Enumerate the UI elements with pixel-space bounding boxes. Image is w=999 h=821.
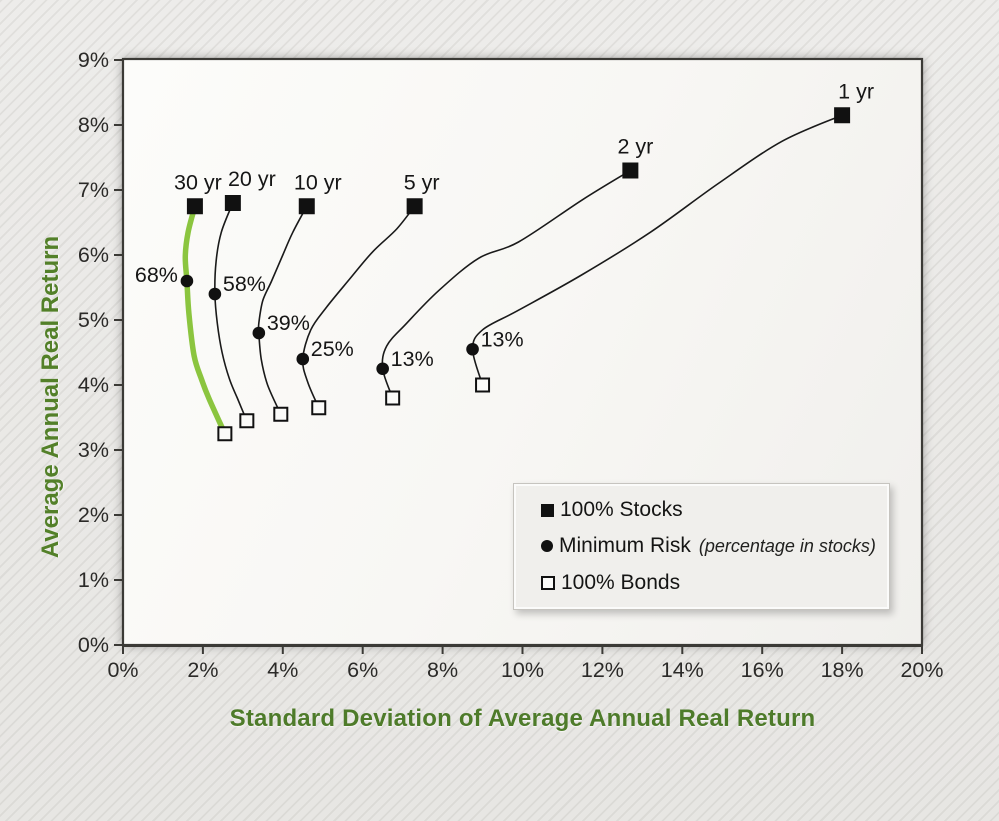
x-tick-label: 6% [347, 658, 378, 682]
min-risk-marker-30yr [180, 274, 194, 288]
min-risk-label-20yr: 58% [223, 272, 266, 296]
bonds-marker-5yr [311, 400, 327, 416]
y-tick-label: 8% [78, 113, 109, 137]
min-risk-marker-2yr [376, 362, 389, 376]
legend-item-minimum-risk: Minimum Risk (percentage in stocks) [541, 534, 889, 558]
y-tick-label: 9% [78, 48, 109, 72]
frontier-curve-30yr [182, 203, 228, 437]
bonds-marker-10yr [273, 406, 289, 422]
x-tick-label: 10% [501, 658, 544, 682]
stocks-marker-1yr [834, 107, 851, 124]
x-tick-label: 18% [821, 658, 864, 682]
y-tick-label: 4% [78, 373, 109, 397]
min-risk-label-5yr: 25% [311, 337, 354, 361]
frontier-curve-20yr [214, 202, 248, 422]
frontier-curve-1yr [471, 114, 843, 386]
legend-item-bonds: 100% Bonds [541, 571, 889, 595]
frontier-curve-2yr [381, 169, 632, 399]
stocks-marker-10yr [298, 198, 315, 215]
legend-label-bonds: 100% Bonds [561, 570, 681, 594]
x-tick-label: 0% [107, 658, 138, 682]
min-risk-label-2yr: 13% [391, 347, 434, 371]
min-risk-label-10yr: 39% [267, 311, 310, 335]
year-label-1yr: 1 yr [838, 79, 874, 103]
stocks-marker-2yr [622, 162, 639, 179]
stocks-marker-30yr [186, 198, 203, 215]
filled-circle-icon [541, 540, 553, 553]
y-tick-label: 7% [78, 178, 109, 202]
y-tick-label: 0% [78, 633, 109, 657]
year-label-30yr: 30 yr [174, 170, 222, 194]
x-tick-label: 20% [900, 658, 943, 682]
stocks-marker-20yr [224, 195, 241, 211]
legend: 100% Stocks Minimum Risk (percentage in … [513, 483, 890, 610]
x-tick-label: 12% [581, 658, 624, 682]
bonds-marker-1yr [475, 377, 491, 393]
year-label-2yr: 2 yr [617, 135, 653, 159]
open-square-icon [541, 575, 555, 590]
y-axis-title: Average Annual Real Return [37, 235, 64, 559]
x-axis-title: Standard Deviation of Average Annual Rea… [229, 705, 816, 732]
min-risk-label-1yr: 13% [481, 327, 524, 351]
y-tick-label: 5% [78, 308, 109, 332]
x-tick-label: 4% [267, 658, 298, 682]
stocks-marker-5yr [406, 198, 423, 215]
frontier-curve-10yr [257, 205, 308, 416]
bonds-marker-2yr [385, 390, 401, 406]
y-tick-label: 3% [78, 438, 109, 462]
x-tick-label: 16% [741, 658, 784, 682]
min-risk-marker-20yr [208, 287, 222, 301]
year-label-5yr: 5 yr [404, 170, 440, 194]
filled-square-icon [541, 503, 554, 517]
min-risk-label-30yr: 68% [135, 263, 178, 287]
legend-label-minimum-risk: Minimum Risk [559, 534, 691, 558]
bonds-marker-20yr [239, 413, 255, 429]
min-risk-marker-10yr [252, 326, 266, 340]
y-tick-label: 2% [78, 503, 109, 527]
min-risk-marker-1yr [466, 342, 479, 356]
legend-label-stocks: 100% Stocks [560, 498, 683, 522]
x-tick-label: 14% [661, 658, 704, 682]
frontier-curve-5yr [301, 205, 416, 409]
year-label-20yr: 20 yr [228, 167, 276, 191]
legend-note-minimum-risk: (percentage in stocks) [698, 535, 876, 556]
y-tick-label: 1% [78, 568, 109, 592]
x-tick-label: 2% [187, 658, 218, 682]
y-tick-label: 6% [78, 243, 109, 267]
bonds-marker-30yr [217, 426, 233, 442]
year-label-10yr: 10 yr [294, 170, 342, 194]
legend-item-stocks: 100% Stocks [541, 498, 889, 522]
min-risk-marker-5yr [296, 352, 310, 366]
x-tick-label: 8% [427, 658, 458, 682]
